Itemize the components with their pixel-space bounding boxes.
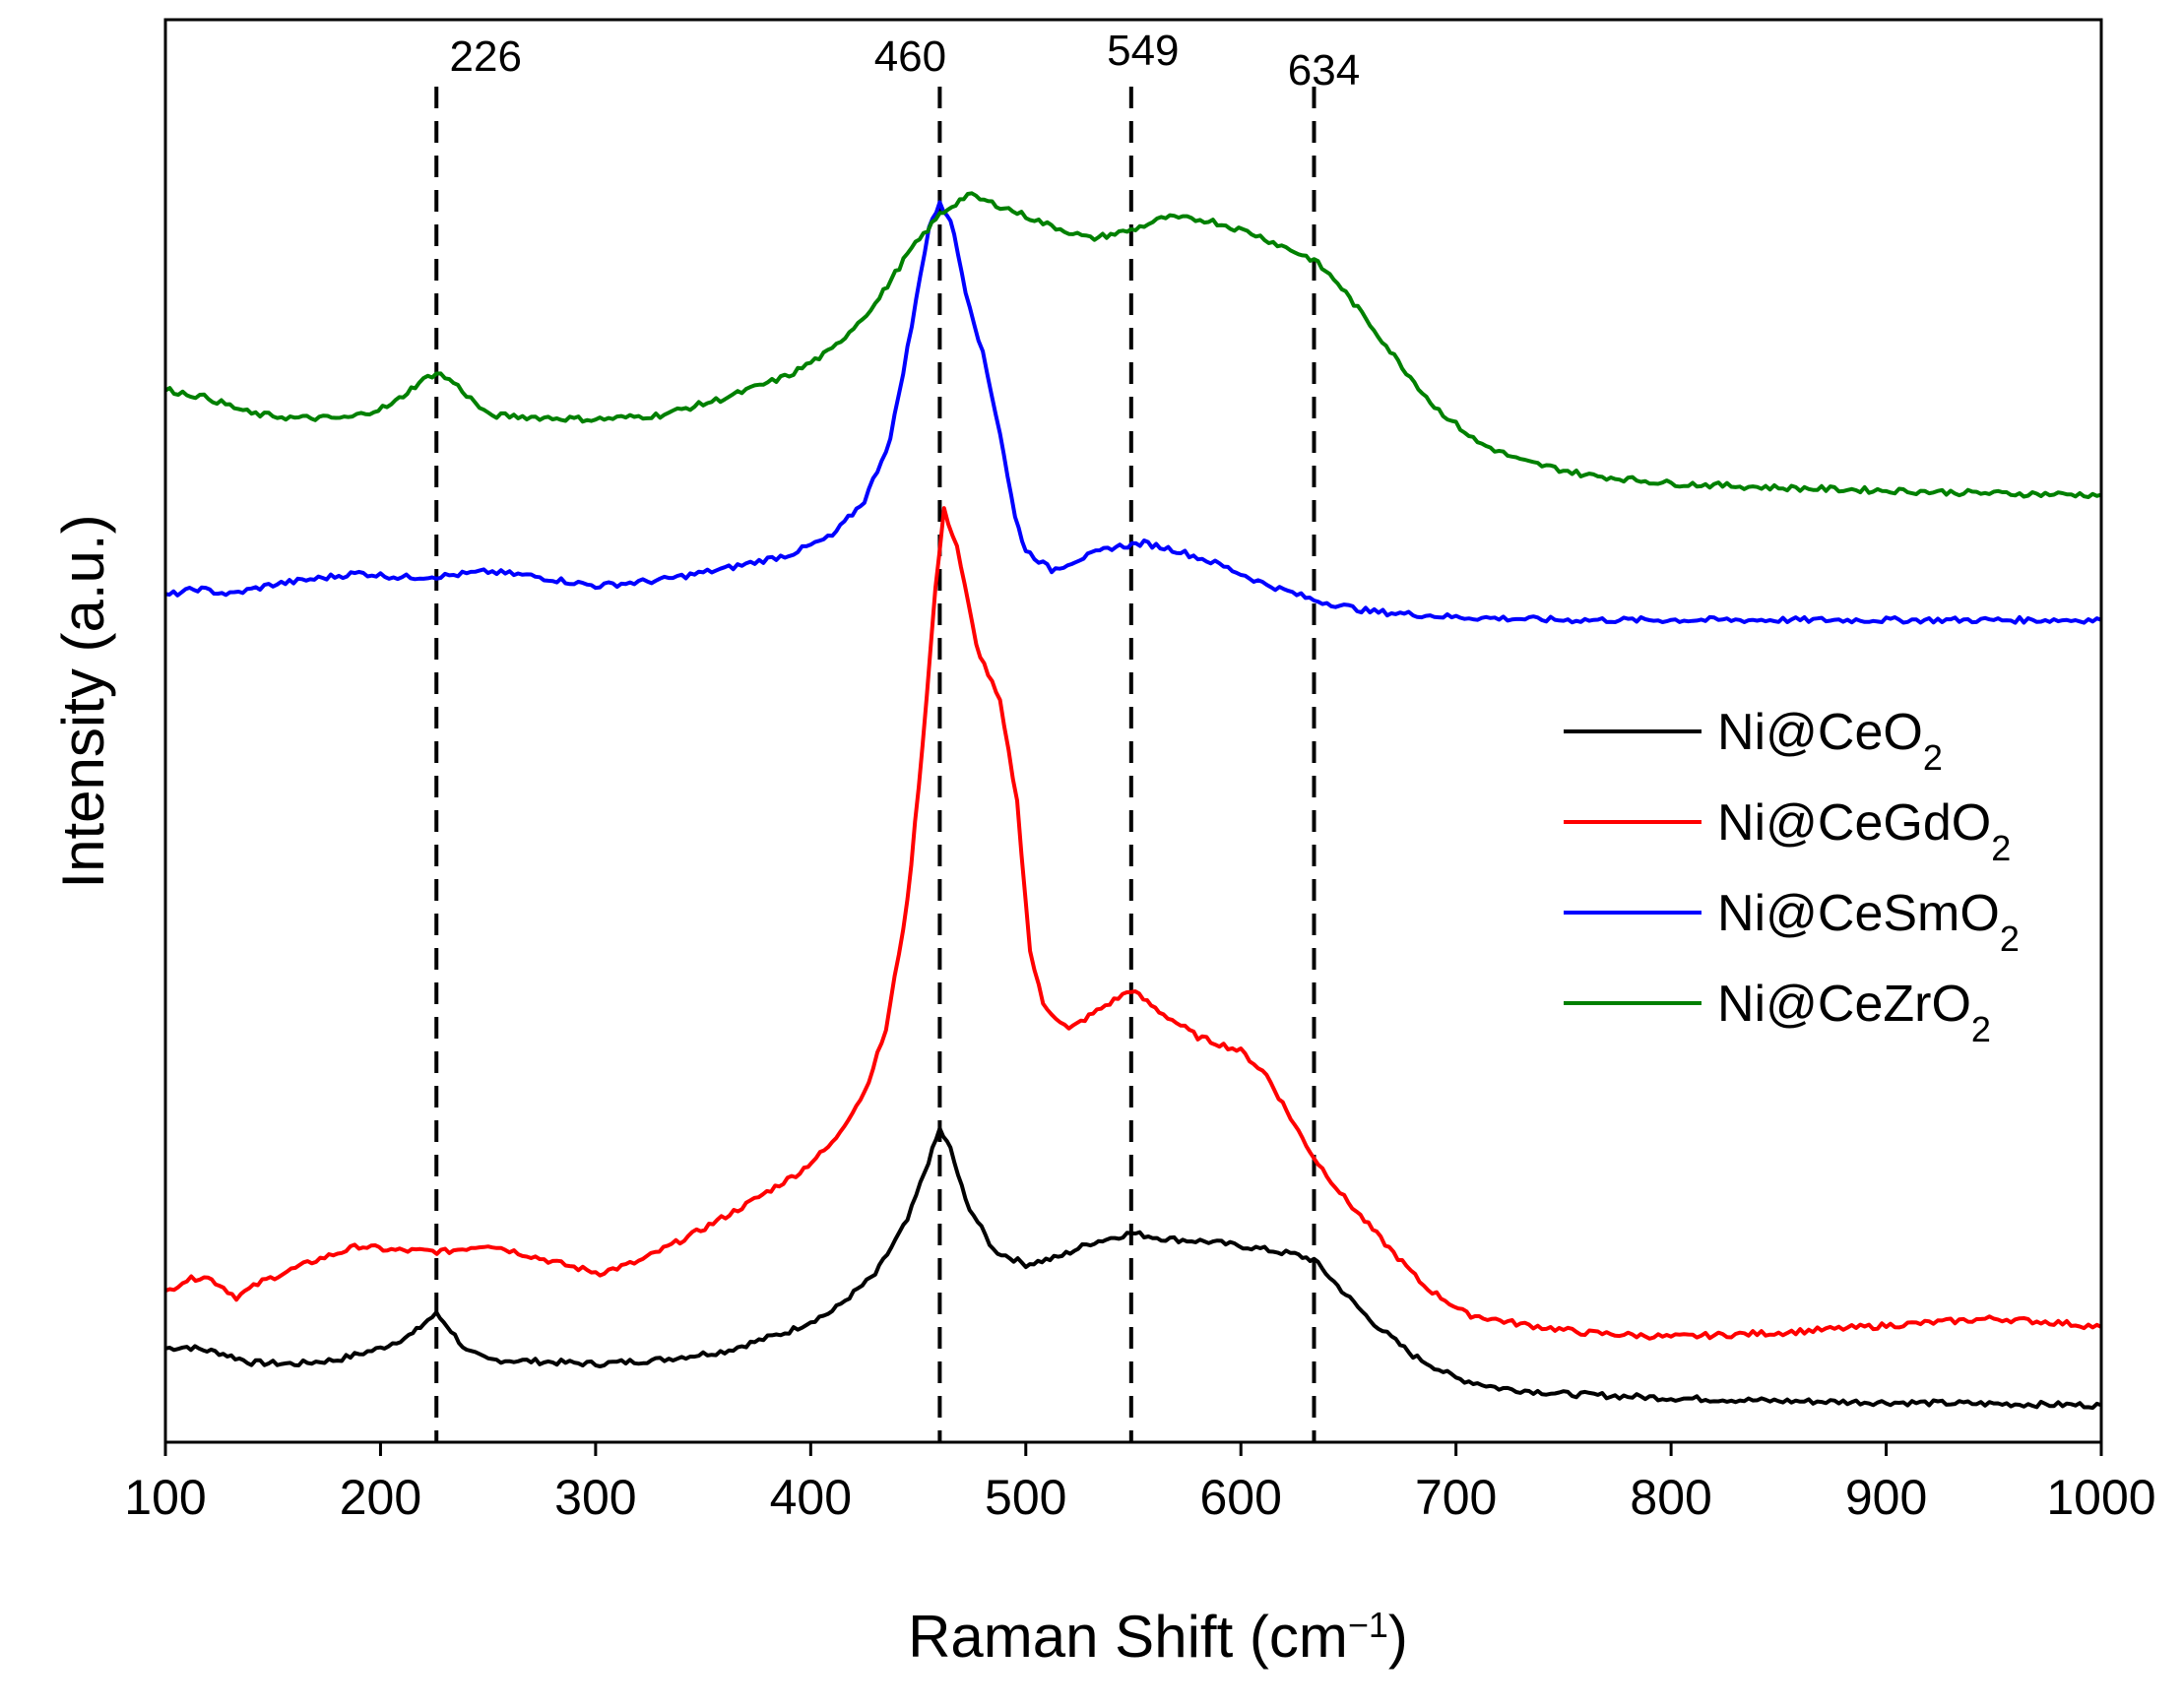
x-tick-label: 1000 — [2046, 1470, 2155, 1525]
reference-label-226: 226 — [450, 32, 522, 81]
series-line-4 — [164, 191, 2102, 499]
x-tick-label: 900 — [1845, 1470, 1927, 1525]
x-tick-label: 600 — [1200, 1470, 1282, 1525]
x-tick-label: 300 — [554, 1470, 636, 1525]
x-tick-label: 500 — [985, 1470, 1066, 1525]
reference-label-460: 460 — [874, 32, 946, 81]
x-tick-label: 100 — [124, 1470, 206, 1525]
x-axis-label-superscript: −1 — [1348, 1605, 1388, 1645]
x-axis-ticks: 100 200 300 400 500 600 700 800 900 1000 — [124, 1442, 2156, 1525]
legend-label-2: Ni@CeGdO2 — [1717, 794, 2011, 868]
x-tick-label: 700 — [1415, 1470, 1497, 1525]
reference-labels: 226 460 549 634 — [450, 27, 1361, 95]
plot-area — [164, 87, 2102, 1442]
x-tick-label: 400 — [770, 1470, 852, 1525]
x-axis-label-close: ) — [1388, 1604, 1408, 1670]
y-axis-label: Intensity (a.u.) — [50, 514, 116, 888]
series-lines — [164, 191, 2102, 1411]
legend: Ni@CeO2 Ni@CeGdO2 Ni@CeSmO2 Ni@CeZrO2 — [1564, 704, 2020, 1049]
reference-lines — [434, 87, 1316, 1442]
legend-label-3: Ni@CeSmO2 — [1717, 885, 2020, 959]
x-axis-label-text: Raman Shift (cm — [908, 1604, 1348, 1670]
legend-label-4: Ni@CeZrO2 — [1717, 976, 1991, 1049]
plot-frame — [163, 18, 2103, 1444]
reference-label-549: 549 — [1107, 27, 1179, 75]
reference-label-634: 634 — [1288, 46, 1360, 95]
series-line-1 — [164, 1126, 2102, 1411]
x-tick-label: 200 — [340, 1470, 421, 1525]
x-tick-label: 800 — [1630, 1470, 1711, 1525]
series-line-2 — [164, 506, 2102, 1341]
legend-label-1: Ni@CeO2 — [1717, 704, 1943, 778]
x-axis-label: Raman Shift (cm−1) — [908, 1604, 1408, 1670]
series-line-3 — [164, 200, 2102, 625]
